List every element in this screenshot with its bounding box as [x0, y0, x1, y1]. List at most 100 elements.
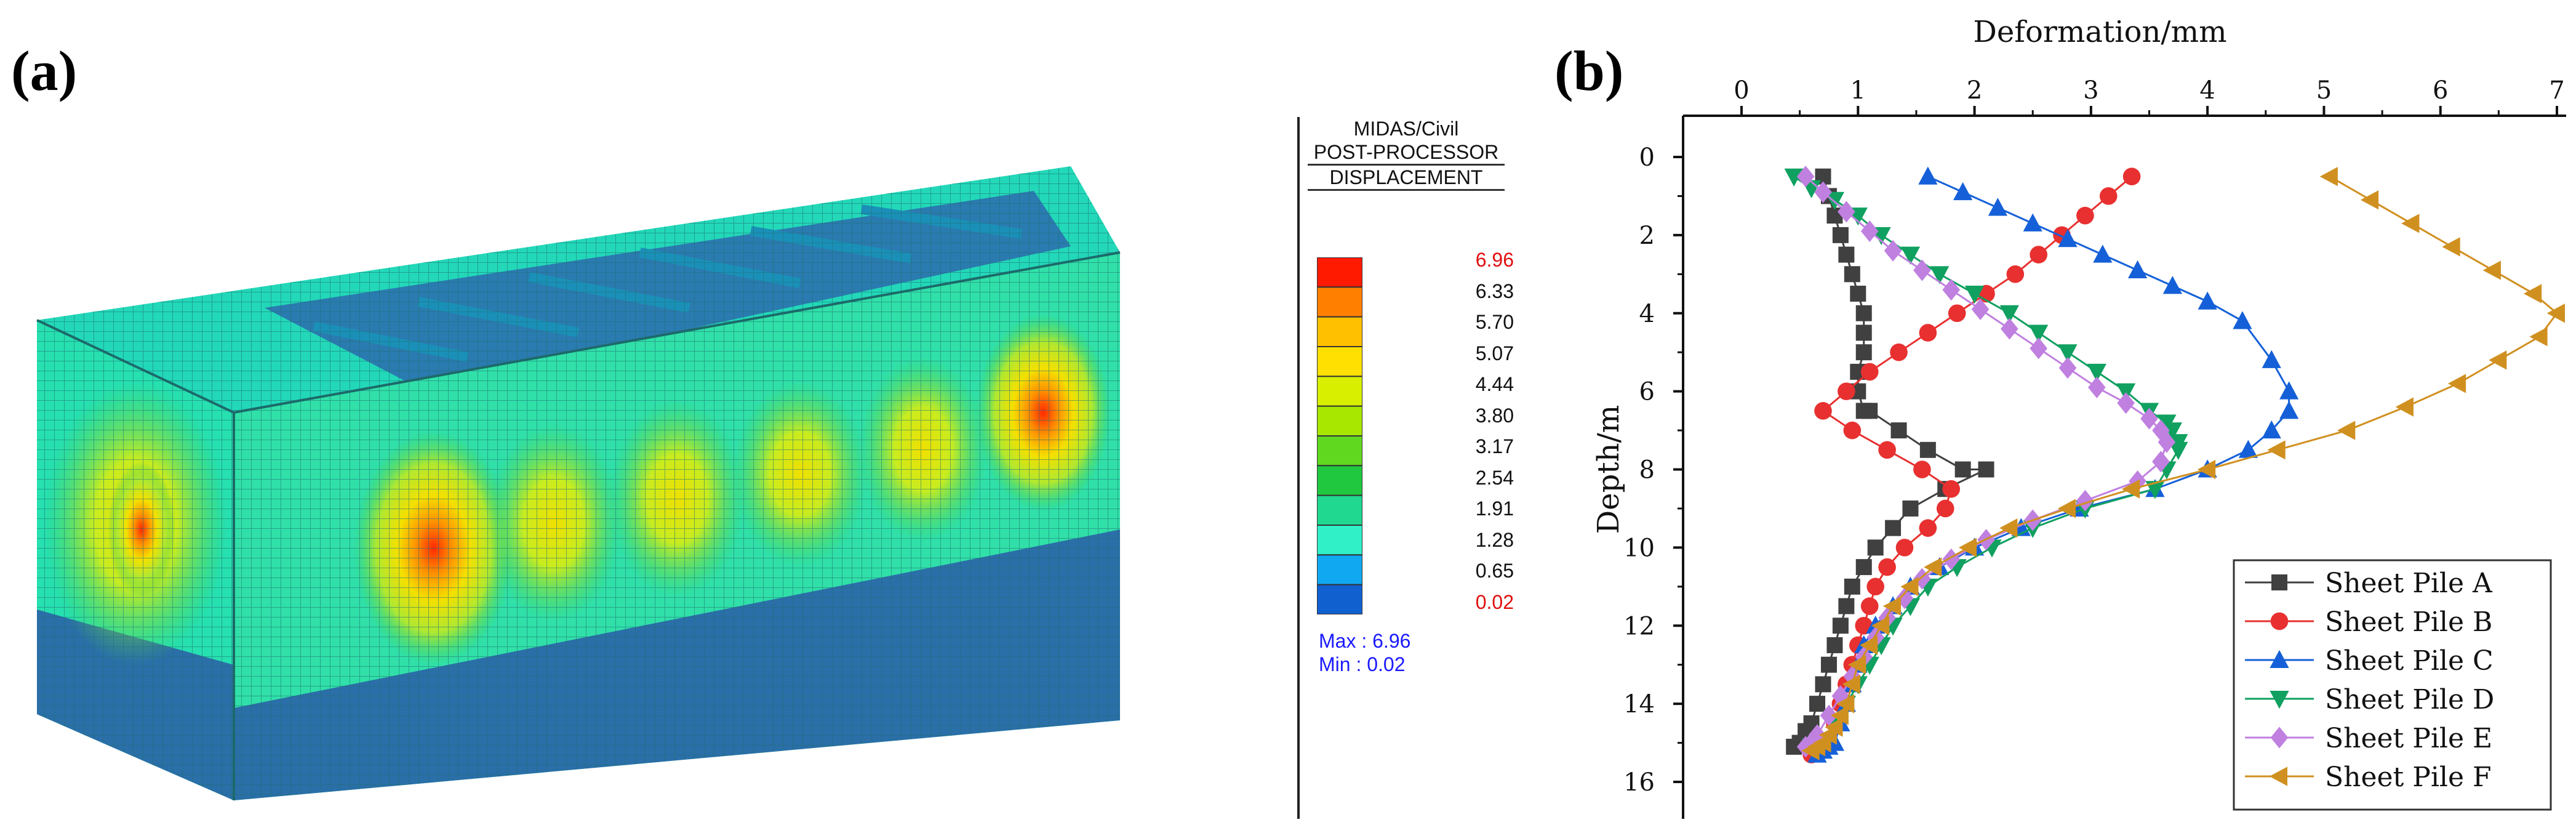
data-point: [1860, 597, 1879, 615]
fea-displacement-model: [36, 166, 1121, 800]
data-point: [1919, 519, 1937, 537]
data-point: [1900, 246, 1921, 265]
legend-value: 0.02: [1475, 591, 1514, 613]
data-point: [1855, 559, 1872, 576]
data-point: [2169, 441, 2188, 461]
legend-header: MIDAS/Civil POST-PROCESSOR DISPLACEMENT: [1308, 117, 1505, 191]
color-band: [1317, 584, 1362, 614]
data-point: [1860, 220, 1879, 243]
data-point: [2489, 350, 2507, 370]
data-point: [1820, 656, 1837, 673]
data-point: [1924, 557, 1942, 577]
data-point: [1809, 696, 1826, 712]
color-band: [1317, 465, 1362, 496]
data-point: [1867, 539, 1884, 556]
x-tick-label: 3: [2083, 76, 2098, 105]
data-point: [1862, 403, 1878, 419]
data-point: [2029, 324, 2049, 343]
data-point: [2319, 167, 2338, 187]
data-point: [1936, 499, 1954, 518]
data-point: [2233, 311, 2252, 329]
data-point: [2447, 374, 2466, 393]
legend-label: Sheet Pile E: [2325, 723, 2492, 754]
data-point: [1878, 558, 1896, 576]
data-point: [1900, 577, 1919, 597]
data-point: [1848, 655, 1866, 675]
data-point: [1831, 685, 1850, 707]
data-point: [1826, 637, 1843, 653]
data-point: [1890, 343, 1908, 361]
data-point: [1885, 520, 1902, 536]
data-point: [1866, 577, 1884, 596]
data-point: [2279, 381, 2299, 400]
data-point: [1838, 246, 1855, 263]
y-tick-label: 2: [1639, 222, 1655, 250]
data-point: [2529, 327, 2548, 347]
data-point: [2001, 318, 2018, 340]
data-point: [1832, 227, 1849, 243]
data-point: [2076, 206, 2094, 225]
legend-marker: [2270, 726, 2289, 749]
data-point: [2087, 363, 2106, 382]
data-point: [1843, 421, 1862, 440]
legend-marker: [2271, 574, 2287, 590]
data-point: [2158, 431, 2176, 453]
legend-value: 3.17: [1475, 435, 1514, 458]
data-point: [2482, 260, 2501, 280]
data-point: [1855, 324, 1872, 341]
data-point: [2152, 451, 2170, 473]
data-point: [1796, 166, 1815, 188]
data-point: [1855, 344, 1872, 361]
color-band: [1317, 257, 1362, 288]
data-point: [1838, 598, 1855, 614]
data-point: [2198, 291, 2217, 310]
legend-label: Sheet Pile C: [2325, 645, 2494, 677]
data-point: [1838, 382, 1855, 400]
legend-panel: [1297, 117, 1515, 819]
x-tick-label: 0: [1734, 76, 1749, 105]
data-point: [1913, 259, 1931, 281]
y-tick-label: 6: [1639, 378, 1655, 406]
legend-value: 5.70: [1475, 311, 1514, 334]
data-point: [1784, 168, 1804, 187]
data-point: [2076, 489, 2094, 512]
data-point: [1971, 298, 1990, 320]
data-point: [1884, 239, 1902, 262]
data-point: [1838, 201, 1855, 223]
x-tick-label: 4: [2199, 76, 2215, 105]
y-tick-label: 0: [1639, 143, 1655, 172]
data-point: [1999, 518, 2018, 538]
legend-value: 5.07: [1475, 342, 1514, 364]
data-point: [2006, 265, 2025, 283]
legend-label: Sheet Pile F: [2325, 762, 2492, 793]
data-point: [1815, 676, 1831, 693]
legend-value: 3.80: [1475, 404, 1514, 427]
data-point: [2401, 214, 2420, 233]
data-point: [2152, 419, 2170, 441]
x-tick-label: 5: [2316, 76, 2332, 105]
data-point: [2442, 237, 2460, 257]
data-point: [1796, 736, 1815, 758]
data-point: [1988, 198, 2008, 216]
data-point: [1832, 618, 1849, 634]
y-tick-label: 16: [1623, 768, 1655, 797]
color-band: [1317, 554, 1362, 586]
data-point: [2117, 392, 2135, 414]
data-point: [1890, 422, 1907, 439]
data-point: [1978, 461, 1994, 478]
data-point: [2395, 397, 2414, 417]
x-axis-title: Deformation/mm: [1973, 15, 2226, 49]
data-point: [2523, 284, 2542, 304]
data-point: [1814, 181, 1832, 203]
data-point: [1844, 578, 1860, 595]
data-point: [1855, 305, 1872, 321]
data-point: [2360, 190, 2379, 210]
legend-value: 4.44: [1475, 373, 1514, 396]
data-point: [2127, 260, 2148, 278]
data-point: [1850, 286, 1866, 302]
data-point: [2057, 499, 2076, 518]
y-tick-label: 14: [1623, 690, 1655, 718]
data-point: [1882, 596, 1902, 616]
data-point: [2030, 337, 2047, 360]
